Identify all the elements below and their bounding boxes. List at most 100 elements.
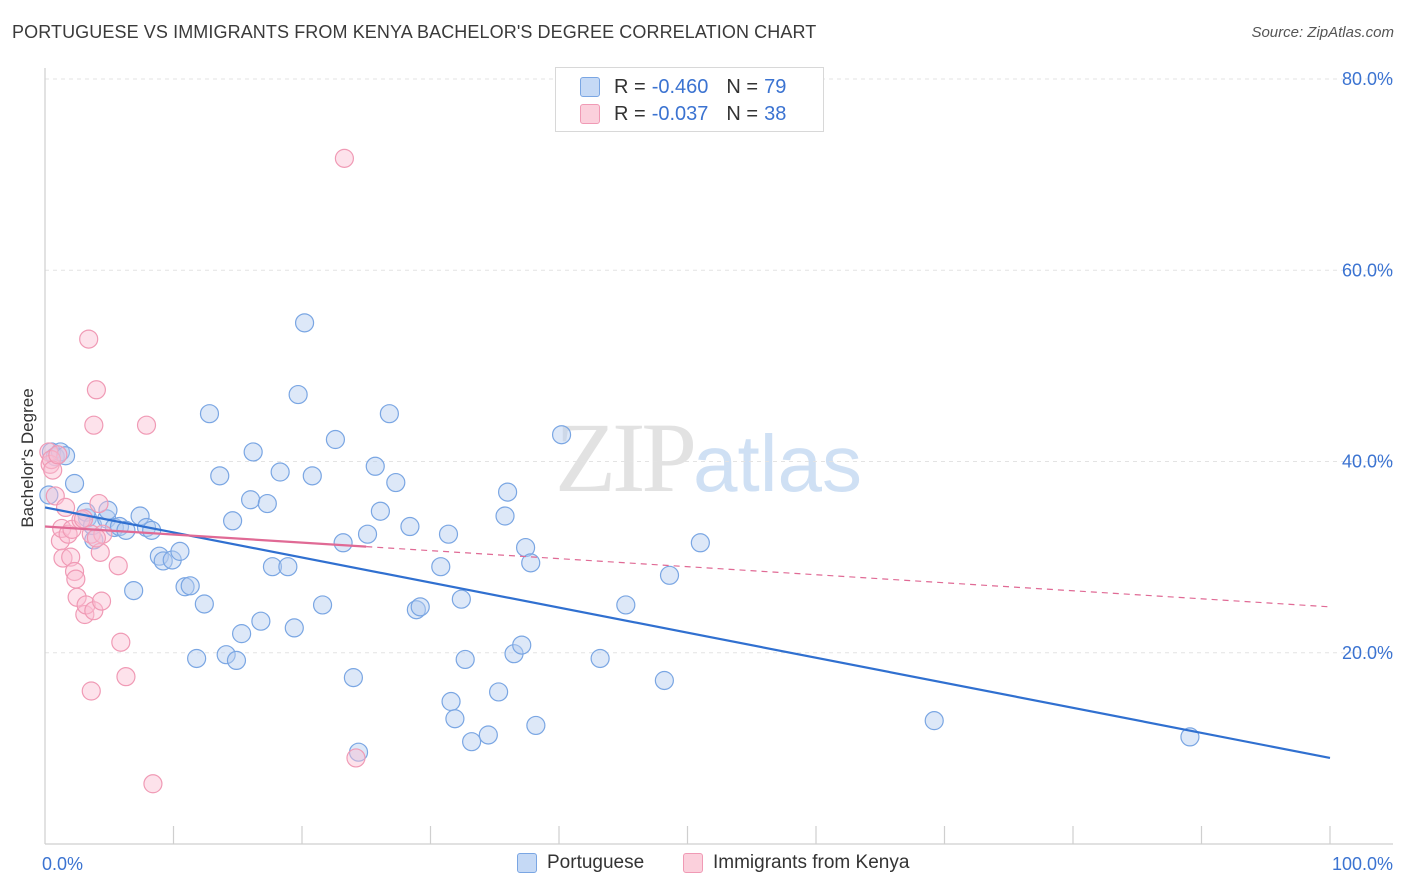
point-kenya	[84, 415, 104, 435]
point-portuguese	[431, 557, 451, 577]
point-kenya	[81, 681, 101, 701]
y-tick-label: 20.0%	[1342, 643, 1393, 663]
bottom-legend-kenya: Immigrants from Kenya	[683, 852, 909, 874]
bottom-legend-portuguese: Portuguese	[517, 852, 644, 874]
point-portuguese	[325, 429, 346, 450]
point-kenya	[53, 548, 73, 568]
legend-n-label: N =	[726, 75, 759, 98]
legend-n-value: 38	[764, 102, 787, 125]
point-portuguese	[343, 668, 363, 688]
x-tick-label: 0.0%	[42, 854, 83, 874]
point-portuguese	[526, 715, 546, 736]
point-portuguese	[924, 711, 944, 731]
point-kenya	[91, 591, 112, 611]
legend-n-value: 79	[764, 75, 787, 98]
point-portuguese	[262, 557, 283, 577]
trendline-kenya	[44, 525, 367, 548]
point-portuguese	[478, 725, 498, 745]
legend-swatch-kenya	[580, 104, 600, 124]
legend-r-label: R =	[614, 102, 646, 125]
point-portuguese	[223, 511, 243, 531]
point-kenya	[43, 460, 63, 480]
point-kenya	[86, 528, 107, 548]
point-portuguese	[270, 462, 290, 482]
point-portuguese	[226, 650, 247, 671]
legend-r-value: -0.037	[651, 102, 709, 125]
point-kenya	[334, 148, 355, 168]
bottom-legend-swatch-portuguese	[517, 853, 537, 873]
point-portuguese	[462, 732, 482, 752]
legend-row-portuguese: R = -0.460 N = 79	[580, 74, 786, 100]
point-portuguese	[438, 524, 459, 544]
point-portuguese	[333, 533, 353, 553]
point-portuguese	[210, 466, 230, 486]
point-portuguese	[251, 611, 271, 631]
point-kenya	[86, 380, 107, 400]
point-kenya	[143, 774, 163, 794]
point-portuguese	[489, 682, 509, 702]
point-portuguese	[194, 594, 214, 614]
point-portuguese	[590, 648, 610, 669]
point-portuguese	[288, 384, 308, 405]
point-kenya	[108, 556, 128, 576]
point-portuguese	[495, 506, 515, 526]
point-portuguese	[243, 442, 263, 462]
legend-n-label: N =	[726, 102, 759, 125]
point-portuguese	[284, 618, 304, 638]
point-portuguese	[551, 425, 572, 445]
point-kenya	[66, 569, 86, 589]
point-portuguese	[379, 404, 399, 424]
legend-row-kenya: R = -0.037 N = 38	[580, 101, 786, 127]
point-portuguese	[410, 597, 430, 617]
y-tick-label: 80.0%	[1342, 69, 1393, 89]
bottom-legend-label-kenya: Immigrants from Kenya	[713, 852, 910, 873]
trendline-portuguese	[44, 506, 1331, 760]
watermark-zip: ZIP	[555, 402, 697, 513]
point-portuguese	[312, 595, 333, 615]
point-portuguese	[302, 466, 322, 486]
watermark: ZIPatlas	[555, 400, 862, 515]
point-portuguese	[170, 541, 190, 561]
point-kenya	[346, 748, 366, 768]
watermark-atlas: atlas	[693, 419, 862, 508]
point-kenya	[48, 445, 68, 465]
point-portuguese	[39, 485, 59, 505]
bottom-legend-label-portuguese: Portuguese	[547, 852, 645, 873]
point-kenya	[79, 329, 99, 349]
point-portuguese	[370, 501, 390, 521]
point-portuguese	[365, 456, 385, 476]
point-kenya	[116, 667, 136, 687]
point-kenya	[61, 547, 81, 567]
point-portuguese	[498, 482, 518, 502]
point-kenya	[111, 632, 131, 652]
point-portuguese	[294, 313, 315, 333]
point-portuguese	[199, 404, 220, 424]
point-kenya	[84, 601, 104, 621]
point-portuguese	[512, 635, 532, 655]
point-portuguese	[616, 595, 636, 615]
point-portuguese	[451, 589, 471, 609]
point-kenya	[136, 415, 157, 435]
point-portuguese	[357, 524, 378, 544]
correlation-legend: R = -0.460 N = 79 R = -0.037 N = 38	[555, 67, 824, 132]
point-portuguese	[659, 565, 680, 585]
point-portuguese	[216, 645, 236, 665]
bottom-legend-swatch-kenya	[683, 853, 703, 873]
y-tick-label: 60.0%	[1342, 260, 1393, 280]
point-portuguese	[521, 553, 541, 573]
point-portuguese	[64, 473, 85, 494]
point-kenya	[89, 493, 109, 514]
legend-swatch-portuguese	[580, 77, 600, 97]
point-portuguese	[654, 670, 674, 691]
x-tick-label: 100.0%	[1332, 854, 1393, 874]
y-axis-title: Bachelor's Degree	[18, 388, 37, 528]
point-portuguese	[257, 493, 277, 514]
point-portuguese	[455, 649, 475, 670]
chart-title: PORTUGUESE VS IMMIGRANTS FROM KENYA BACH…	[12, 22, 817, 42]
point-kenya	[64, 561, 85, 582]
point-kenya	[76, 595, 96, 615]
point-portuguese	[124, 580, 144, 601]
point-portuguese	[180, 576, 200, 596]
legend-r-value: -0.460	[651, 75, 709, 98]
